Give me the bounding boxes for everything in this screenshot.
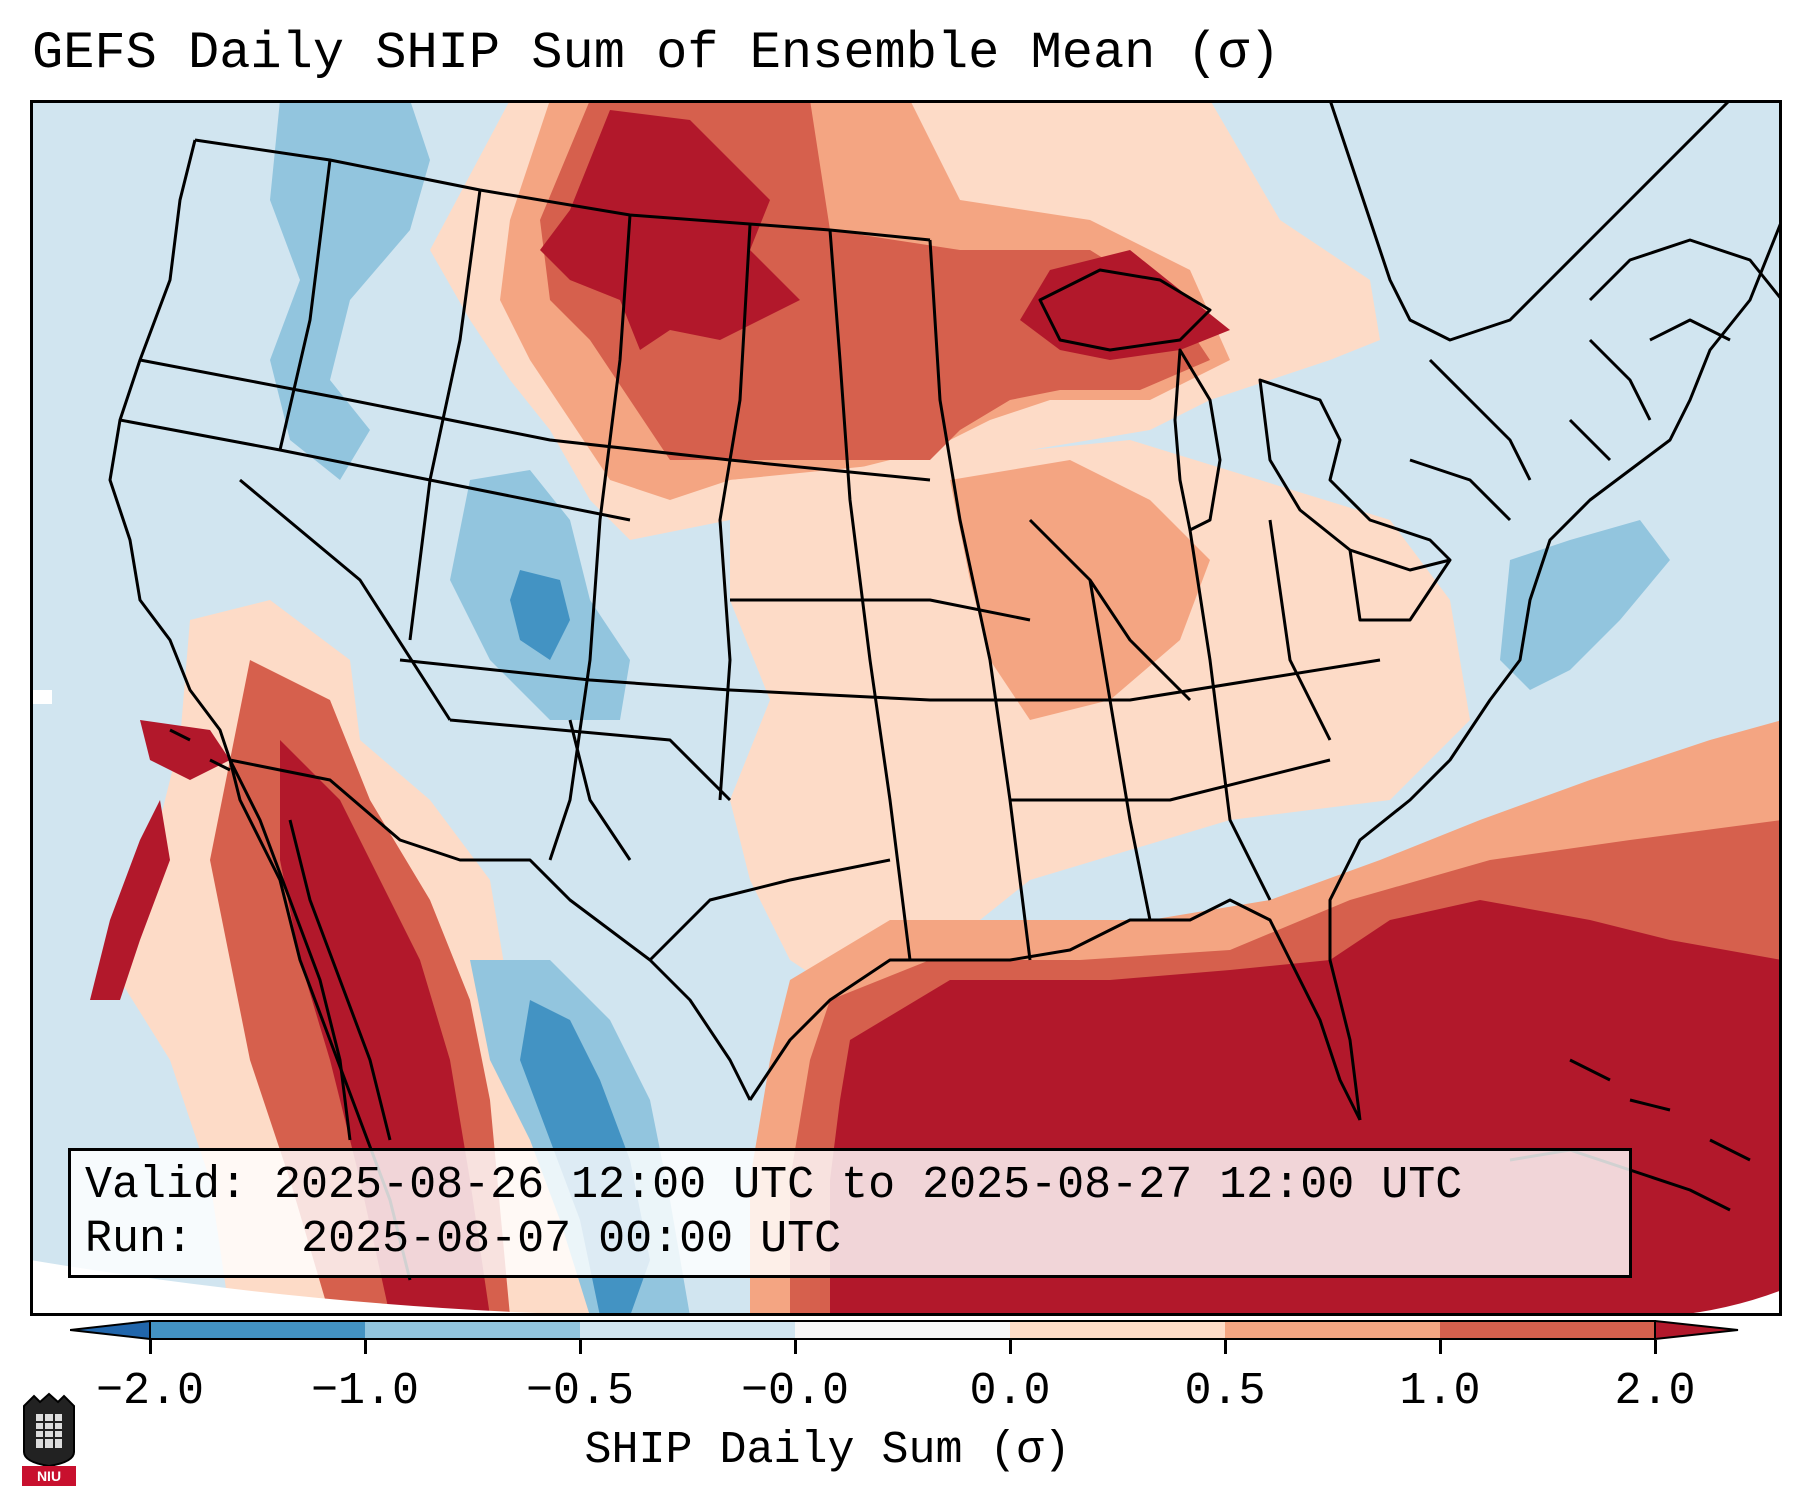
tick-mark [1009, 1340, 1012, 1354]
atlantic-coast [1328, 219, 1782, 1121]
tick-label: −0.0 [740, 1366, 850, 1417]
tick-label: −1.0 [310, 1366, 420, 1417]
us-canada-border [194, 138, 931, 242]
valid-label: Valid: [85, 1160, 248, 1211]
colorbar-seg-2 [580, 1321, 795, 1339]
valid-row: Valid: 2025-08-26 12:00 UTC to 2025-08-2… [85, 1159, 1629, 1213]
colorbar-label: SHIP Daily Sum (σ) [0, 1425, 1803, 1476]
niu-logo: NIU [20, 1392, 78, 1488]
colorbar-svg [70, 1320, 1739, 1340]
field-canada-extreme [540, 110, 800, 350]
tick-label: 1.0 [1399, 1366, 1481, 1417]
niu-logo-icon: NIU [22, 1392, 76, 1486]
run-row: Run: 2025-08-07 00:00 UTC [85, 1213, 1629, 1267]
channel-islands [169, 728, 231, 772]
lake-michigan [1173, 348, 1222, 532]
boundaries [108, 100, 1782, 1281]
baja-coast [228, 759, 352, 1141]
colorbar-label-text: SHIP Daily Sum (σ) [584, 1425, 1071, 1476]
tick-label: −0.5 [525, 1366, 635, 1417]
colorbar-seg-1 [365, 1321, 580, 1339]
tick-mark [1224, 1340, 1227, 1354]
tick-label: 2.0 [1614, 1366, 1696, 1417]
colorbar-outline [149, 1320, 1656, 1340]
run-value: 2025-08-07 00:00 UTC [301, 1214, 842, 1265]
us-mexico-border [229, 758, 752, 1101]
tick-mark [579, 1340, 582, 1354]
valid-run-info-box: Valid: 2025-08-26 12:00 UTC to 2025-08-2… [68, 1148, 1632, 1278]
colorbar [70, 1320, 1740, 1340]
colorbar-extend-high [1654, 1320, 1739, 1340]
tick-mark [364, 1340, 367, 1354]
field-colorado-strong-negative [510, 570, 570, 660]
map-panel [30, 100, 1782, 1316]
colorbar-extend-low [70, 1320, 151, 1340]
projection-edge-right [1670, 1290, 1782, 1316]
state-lines [119, 159, 1652, 962]
tick-mark [1654, 1340, 1657, 1354]
lake-superior [1038, 268, 1212, 352]
tick-mark [1439, 1340, 1442, 1354]
projection-edge-left [30, 1260, 630, 1316]
colorbar-ticks: −2.0 −1.0 −0.5 −0.0 0.0 0.5 1.0 2.0 [0, 1340, 1803, 1420]
lake-huron-erie [1258, 378, 1452, 572]
logo-text: NIU [37, 1468, 61, 1484]
valid-value: 2025-08-26 12:00 UTC to 2025-08-27 12:00… [274, 1160, 1463, 1211]
tick-mark [149, 1340, 152, 1354]
gulf-coast [748, 898, 1362, 1121]
bahamas-outline [1569, 1058, 1751, 1162]
map-svg [30, 100, 1782, 1316]
colorbar-seg-6 [1440, 1321, 1655, 1339]
colorbar-seg-3 [795, 1321, 1010, 1339]
field-socal-extreme [140, 720, 230, 780]
chart-title: GEFS Daily SHIP Sum of Ensemble Mean (σ) [32, 24, 1281, 83]
tick-label: 0.0 [969, 1366, 1051, 1417]
run-label: Run: [85, 1214, 194, 1265]
field-pacific-extreme [90, 800, 170, 1000]
field-lakes-extreme [1020, 250, 1230, 360]
field-central-positive [730, 440, 1470, 1000]
colorbar-seg-5 [1225, 1321, 1440, 1339]
field-pnw-negative [270, 100, 430, 480]
tick-label: 0.5 [1184, 1366, 1266, 1417]
colorbar-seg-0 [150, 1321, 365, 1339]
canada-east-coast [1328, 100, 1732, 342]
map-frame [30, 100, 1782, 1316]
gulf-of-california [288, 819, 392, 1141]
tick-mark [794, 1340, 797, 1354]
canada-bays [1588, 238, 1782, 342]
colorbar-seg-4 [1010, 1321, 1225, 1339]
no-data-patch [30, 690, 52, 704]
tick-label: −2.0 [95, 1366, 205, 1417]
